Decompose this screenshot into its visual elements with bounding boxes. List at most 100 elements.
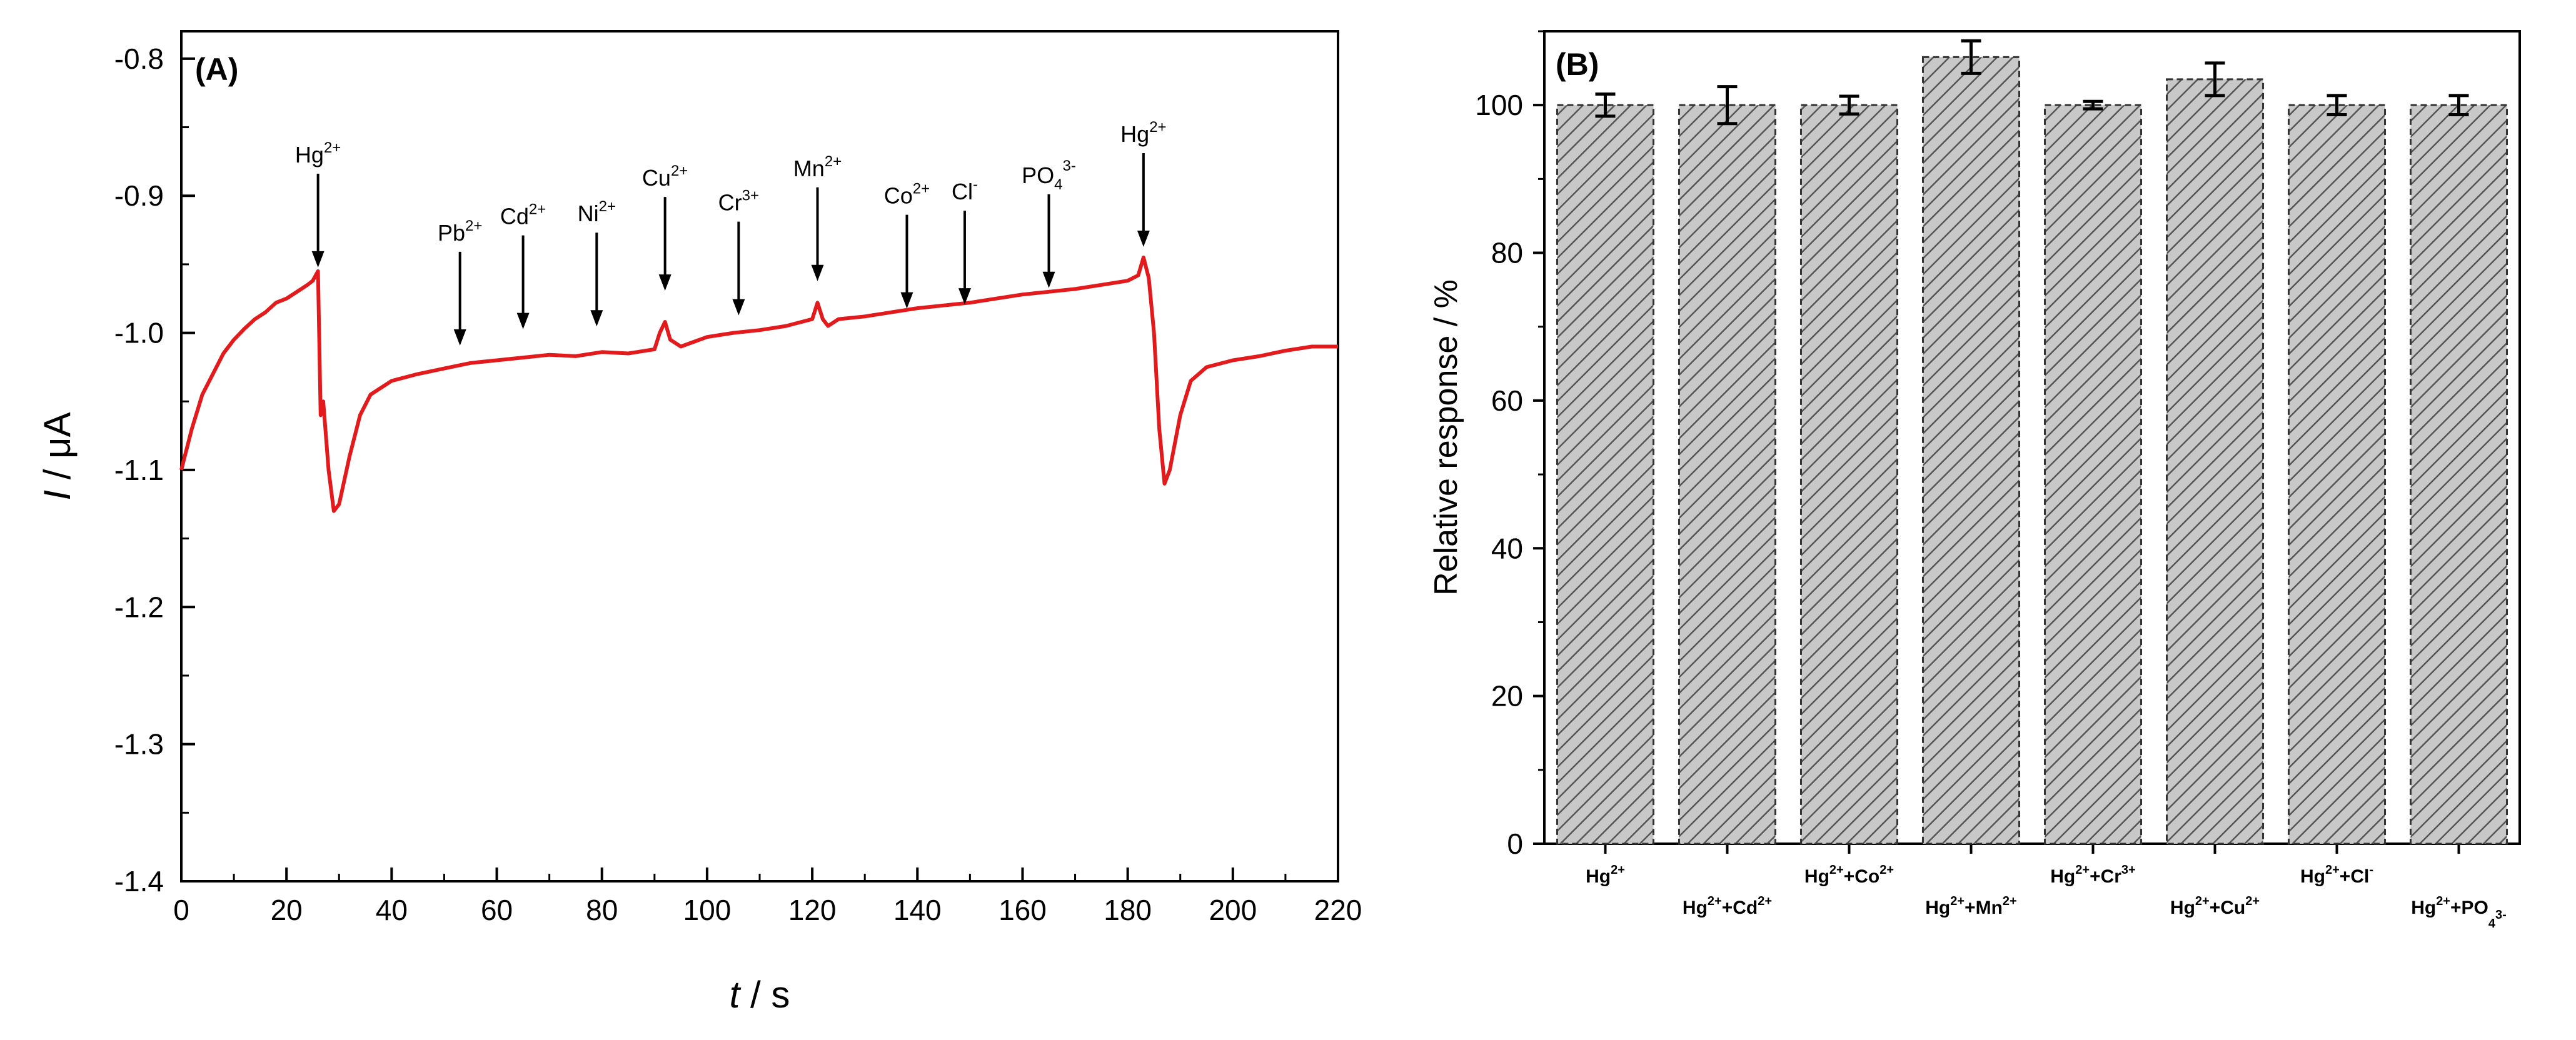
category-label-part: 3+	[2121, 863, 2136, 877]
response-bar	[1799, 104, 1899, 845]
ion-charge: 2+	[599, 198, 616, 215]
category-label-part: 2+	[2436, 894, 2450, 908]
category-label-part: Hg	[1586, 866, 1611, 887]
panel-a-x-tick-label: 20	[271, 894, 303, 926]
ion-label: Mn2+	[793, 153, 842, 181]
injection-arrowhead	[1137, 230, 1150, 247]
panel-a-label: (A)	[195, 52, 238, 87]
injection-arrowhead	[658, 274, 672, 291]
panel-a-y-tick-label: -1.1	[114, 454, 164, 486]
panel-b-category-label: Hg2++Cu2+	[2170, 894, 2260, 918]
ion-label: Hg2+	[1120, 119, 1166, 147]
injection-arrowhead	[732, 299, 745, 316]
injection-arrowhead	[1042, 271, 1055, 288]
ion-charge: -	[973, 176, 978, 193]
ion-charge: 2+	[825, 153, 842, 170]
panel-b-category-label: Hg2+	[1586, 863, 1625, 887]
panel-a-y-tick-label: -1.2	[114, 591, 164, 623]
ion-label: Cd2+	[500, 201, 546, 229]
category-label-part: 2+	[2195, 894, 2210, 908]
ion-symbol: Ni	[578, 201, 599, 226]
panel-a-x-tick-label: 80	[586, 894, 618, 926]
category-label-part: Hg	[2411, 898, 2436, 918]
category-label-part: 4	[2488, 917, 2496, 931]
panel-b-category-label: Hg2++Co2+	[1804, 863, 1894, 887]
category-label-part: Hg	[1925, 898, 1950, 918]
panel-b-ticks: 0 20 40 60 80 100	[1475, 30, 2460, 860]
category-label-part: 3-	[2495, 908, 2507, 922]
panel-a-annotations: Hg2+Pb2+ Cd2+ Ni2+Cu2+Cr3+Mn2+Co2+ Cl- PO43-…	[295, 119, 1167, 346]
panel-a-frame	[180, 30, 1339, 882]
ion-label: Cl-	[952, 176, 978, 204]
ion-symbol: Hg	[1120, 121, 1149, 147]
ion-charge: 3+	[742, 188, 759, 204]
ion-label: Hg2+	[295, 139, 341, 168]
panel-b-y-tick-label: 20	[1491, 680, 1523, 712]
panel-a-x-tick-label: 40	[376, 894, 408, 926]
panel-a-series	[179, 255, 1338, 513]
category-label-part: Hg	[2300, 866, 2325, 887]
panel-a-x-tick-label: 60	[481, 894, 513, 926]
ion-symbol: Cr	[718, 190, 742, 216]
category-label-part: +PO	[2450, 898, 2488, 918]
category-label-part: Hg	[2170, 898, 2195, 918]
panel-a-current-trace	[179, 255, 1338, 513]
ion-charge: 2+	[465, 218, 482, 234]
category-label-part: 2+	[2325, 863, 2340, 877]
category-label-part: +Cr	[2090, 866, 2121, 887]
panel-b-category-label: Hg2++Cl-	[2300, 863, 2373, 887]
panel-a-y-tick-label: -1.3	[114, 728, 164, 761]
panel-b-label: (B)	[1556, 47, 1599, 82]
ion-symbol: Hg	[295, 142, 324, 168]
response-bar	[2409, 104, 2508, 845]
category-label-part: 2+	[1879, 863, 1894, 877]
category-label-part: 2+	[1950, 894, 1965, 908]
panel-a-y-tick-label: -0.8	[114, 42, 164, 75]
injection-arrowhead	[453, 329, 466, 346]
response-bar	[1556, 104, 1655, 845]
panel-a-y-tick-label: -1.0	[114, 317, 164, 349]
response-bar	[2165, 78, 2265, 845]
category-label-part: +Cl	[2340, 866, 2370, 887]
panel-a-x-tick-label: 100	[683, 894, 732, 926]
category-label-part: Hg	[1683, 898, 1708, 918]
ion-symbol: Cl	[952, 179, 973, 204]
panel-a-x-tick-label: 140	[893, 894, 942, 926]
ion-subscript: 4	[1054, 176, 1062, 193]
injection-arrowhead	[958, 288, 971, 305]
category-label-part: +Mn	[1965, 898, 2003, 918]
panel-a-y-tick-label: -0.9	[114, 179, 164, 212]
panel-b-y-tick-label: 100	[1475, 89, 1523, 121]
response-bar	[2287, 104, 2387, 845]
panel-b-category-label: Hg2++Mn2+	[1925, 894, 2016, 918]
panel-b-category-label: Hg2++Cr3+	[2050, 863, 2135, 887]
ion-symbol: Pb	[438, 220, 465, 246]
panel-a-chart: 0 20 40 60 80 100 120 140 160 180 200 220 -0.8 -0.9 -1…	[36, 30, 1362, 1016]
category-label-part: 2+	[1708, 894, 1722, 908]
panel-b-bars	[1556, 39, 2508, 845]
ion-charge: 2+	[913, 181, 930, 198]
category-label-part: 2+	[2245, 894, 2260, 908]
panel-a-y-axis-title: I / μA	[36, 412, 78, 500]
panel-a-x-tick-label: 180	[1104, 894, 1152, 926]
panel-b-category-label: Hg2++PO43-	[2411, 894, 2507, 931]
category-label-part: +Cu	[2210, 898, 2246, 918]
panel-a-x-tick-label: 120	[788, 894, 837, 926]
panel-b-category-labels: Hg2+Hg2++Cd2+Hg2++Co2+Hg2++Mn2+Hg2++Cr3+…	[1586, 863, 2507, 931]
category-label-part: 2+	[1611, 863, 1625, 877]
panel-a-y-tick-label: -1.4	[114, 865, 164, 898]
panel-a-x-axis-title: t / s	[730, 974, 790, 1016]
ion-label: Cr3+	[718, 188, 759, 216]
panel-b-y-tick-label: 60	[1491, 384, 1523, 417]
ion-label: PO43-	[1022, 158, 1076, 193]
category-label-part: 2+	[1758, 894, 1772, 908]
injection-arrowhead	[590, 310, 603, 327]
panel-b-y-tick-label: 40	[1491, 532, 1523, 564]
ion-symbol: Cu	[642, 165, 671, 191]
category-label-part: 2+	[2075, 863, 2090, 877]
response-bar	[2043, 104, 2143, 845]
category-label-part: +Co	[1844, 866, 1880, 887]
ion-label: Ni2+	[578, 198, 616, 226]
ion-charge: 2+	[324, 139, 341, 156]
ion-symbol: Mn	[793, 156, 825, 181]
